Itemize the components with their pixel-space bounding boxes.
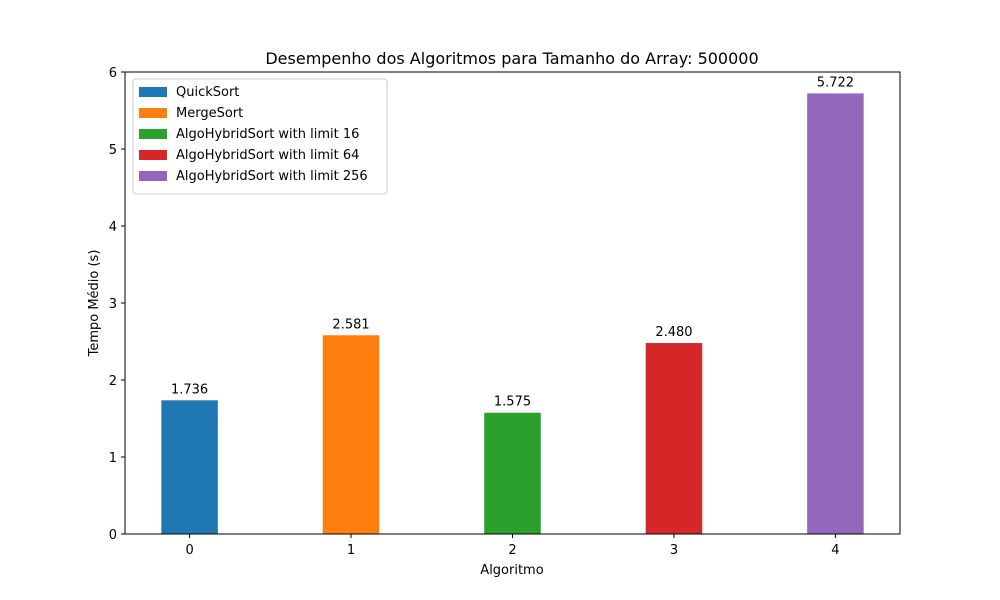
data-label-0: 1.736	[171, 382, 208, 397]
bar-4	[807, 93, 864, 534]
y-tick-label-6: 6	[109, 66, 117, 81]
y-axis-label: Tempo Médio (s)	[87, 250, 102, 358]
legend-swatch-1	[139, 108, 167, 118]
legend-label-1: MergeSort	[176, 106, 243, 121]
bar-3	[645, 343, 703, 534]
data-label-2: 1.575	[494, 395, 531, 410]
legend-label-4: AlgoHybridSort with limit 256	[176, 169, 368, 184]
data-label-3: 2.480	[655, 325, 692, 340]
legend-swatch-0	[139, 87, 167, 97]
legend-swatch-4	[139, 171, 167, 181]
y-tick-label-3: 3	[109, 297, 117, 312]
bar-0	[161, 400, 218, 534]
data-label-4: 5.722	[817, 75, 854, 90]
bar-1	[322, 335, 380, 534]
legend-box	[132, 78, 388, 195]
x-tick-label-3: 3	[670, 543, 678, 558]
legend: QuickSort MergeSort AlgoHybridSort with li…	[132, 78, 388, 195]
y-tick-label-0: 0	[109, 528, 117, 543]
x-tick-label-2: 2	[508, 543, 516, 558]
legend-label-3: AlgoHybridSort with limit 64	[176, 148, 359, 163]
y-tick-label-2: 2	[109, 374, 117, 389]
data-label-1: 2.581	[332, 317, 369, 332]
legend-swatch-3	[139, 150, 167, 160]
bar-2	[484, 412, 541, 534]
y-tick-label-4: 4	[109, 220, 117, 235]
legend-label-2: AlgoHybridSort with limit 16	[176, 127, 359, 142]
x-tick-label-1: 1	[347, 543, 355, 558]
y-tick-label-1: 1	[109, 451, 117, 466]
x-tick-label-4: 4	[831, 543, 839, 558]
legend-label-0: QuickSort	[176, 85, 239, 100]
x-axis-label: Algoritmo	[480, 563, 543, 578]
x-tick-label-0: 0	[185, 543, 193, 558]
y-tick-label-5: 5	[109, 143, 117, 158]
legend-swatch-2	[139, 129, 167, 139]
chart-title: Desempenho dos Algoritmos para Tamanho d…	[265, 49, 758, 68]
plot-area: 1.736 2.581 1.575 2.480 5.722 0 1 2 3 4 5 6 0 1 2 3 4	[109, 66, 901, 558]
